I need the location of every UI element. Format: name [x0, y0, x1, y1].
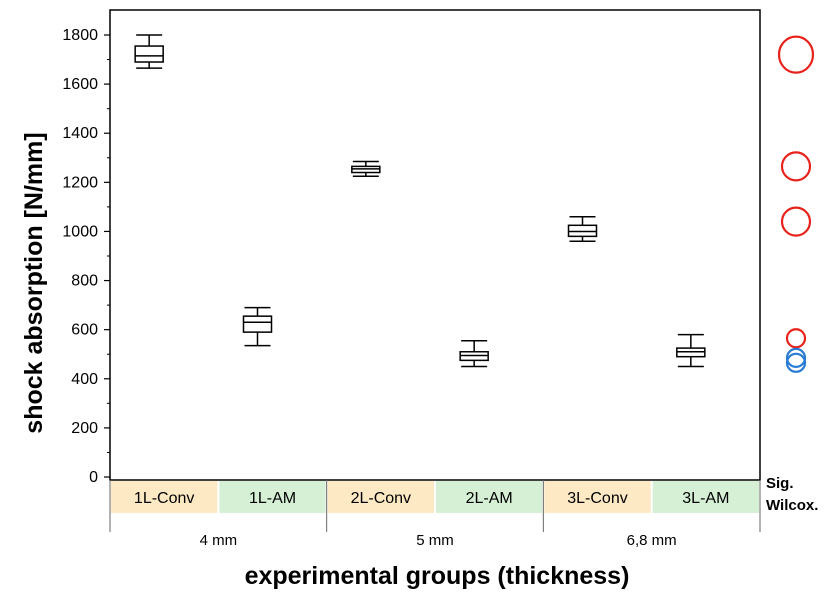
group-label: 1L-AM [249, 490, 296, 507]
sig-marker [785, 352, 807, 373]
sig-label-line2: Wilcox. [766, 497, 818, 514]
group-band [327, 481, 434, 513]
y-tick-label: 1200 [62, 174, 98, 191]
group-label: 1L-Conv [134, 490, 194, 507]
y-axis-label: shock absorption [N/mm] [20, 132, 48, 433]
group-band [652, 481, 759, 513]
thickness-label: 6,8 mm [627, 532, 677, 549]
group-band [111, 481, 218, 513]
plot-frame [109, 9, 761, 481]
group-label: 2L-AM [466, 490, 513, 507]
significance-markers [777, 35, 815, 373]
thickness-label: 5 mm [416, 532, 454, 549]
sig-marker [785, 328, 807, 349]
box-2l-conv [351, 160, 381, 177]
box-iqr [242, 315, 273, 333]
group-color-bands [111, 481, 759, 513]
y-axis: 0 200 400 600 800 1000 1200 1400 1600 1800 [62, 27, 110, 486]
sig-marker [780, 151, 812, 182]
box-iqr [134, 45, 164, 63]
box-2l-am [459, 339, 489, 368]
sig-marker [780, 206, 812, 237]
group-label: 2L-Conv [351, 490, 411, 507]
x-axis-label: experimental groups (thickness) [245, 562, 630, 590]
thickness-labels: 4 mm 5 mm 6,8 mm [109, 480, 761, 549]
x-group-labels: 1L-Conv 1L-AM 2L-Conv 2L-AM 3L-Conv 3L-AM [134, 490, 729, 507]
group-band [219, 481, 326, 513]
group-band [436, 481, 543, 513]
sig-label-line1: Sig. [766, 475, 794, 492]
y-tick-label: 1400 [62, 125, 98, 142]
y-tick-label: 200 [71, 420, 98, 437]
y-tick-label: 400 [71, 371, 98, 388]
y-tick-label: 800 [71, 273, 98, 290]
sig-marker [785, 347, 807, 369]
box-3l-am [676, 333, 706, 368]
box-3l-conv [567, 215, 598, 243]
group-band [544, 481, 651, 513]
y-tick-label: 1800 [62, 27, 98, 44]
sig-marker [777, 35, 815, 74]
box-1l-am [242, 306, 273, 347]
y-tick-label: 1000 [62, 223, 98, 240]
box-series [134, 34, 706, 368]
y-tick-label: 600 [71, 322, 98, 339]
thickness-label: 4 mm [200, 532, 238, 549]
group-label: 3L-AM [682, 490, 729, 507]
y-tick-label: 1600 [62, 76, 98, 93]
y-tick-label: 0 [89, 469, 98, 486]
box-1l-conv [134, 34, 164, 69]
group-label: 3L-Conv [567, 490, 627, 507]
